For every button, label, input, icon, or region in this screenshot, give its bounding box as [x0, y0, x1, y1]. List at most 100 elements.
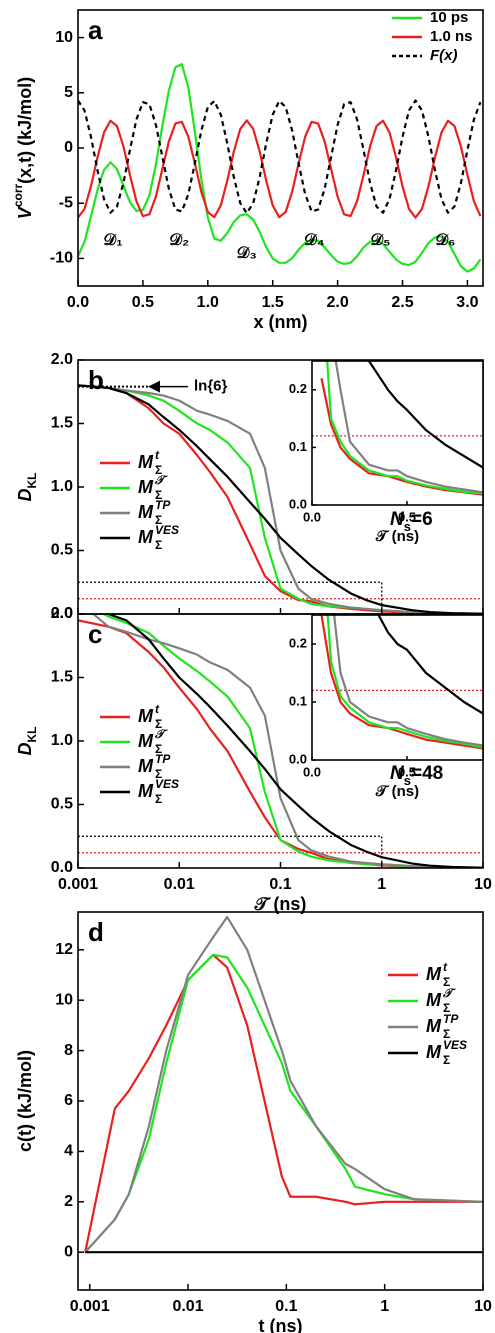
plot-area	[312, 361, 483, 496]
y-label-sub: KL	[25, 727, 39, 743]
legend-label-sub: Σ	[155, 538, 162, 552]
x-tick-label: 0.01	[172, 1298, 203, 1315]
x-tick-label: 1.0	[197, 294, 219, 311]
legend-label-sup: 𝒯	[442, 986, 456, 1000]
series-line	[84, 953, 483, 1253]
legend-label: M	[138, 706, 154, 726]
plot-area	[78, 614, 483, 868]
legend-label-sub: Σ	[155, 742, 162, 756]
series-line	[84, 953, 483, 1253]
y-tick-label: 0	[64, 1243, 73, 1260]
series-line	[91, 614, 483, 868]
y-tick-label: 0.0	[289, 496, 307, 511]
legend-label-sup: TP	[155, 498, 171, 512]
y-label-base: D	[15, 489, 35, 502]
x-tick-label: 10	[474, 876, 492, 893]
y-axis-label: Vcorr(x,t) (kJ/mol)	[11, 77, 35, 219]
series-line	[326, 361, 483, 495]
y-tick-label: 0	[64, 139, 73, 156]
y-axis-label: DKL	[15, 473, 39, 502]
legend-label: M	[138, 731, 154, 751]
panel-label: b	[88, 365, 104, 395]
legend-label-sup: VES	[155, 777, 179, 791]
legend-label: M	[426, 1016, 442, 1036]
ns-label: Ns=48	[390, 763, 443, 788]
series-line	[78, 384, 483, 614]
y-tick-label: 6	[64, 1092, 73, 1109]
state-label: 𝒟₅	[370, 232, 390, 249]
x-tick-label: 10	[474, 1298, 492, 1315]
y-tick-label: -5	[59, 194, 73, 211]
x-tick-label: 0.5	[398, 764, 416, 779]
y-tick-label: 2.0	[51, 605, 73, 622]
y-tick-label: 1.5	[51, 669, 73, 686]
plot-area	[84, 915, 483, 1254]
axes-frame	[77, 9, 484, 287]
y-tick-label: 0.0	[289, 751, 307, 766]
ns-sub: s	[404, 519, 411, 534]
x-tick-label: 0.5	[132, 294, 154, 311]
legend-label-sub: Σ	[443, 975, 450, 989]
legend-label: M	[138, 781, 154, 801]
series-line	[78, 99, 482, 215]
axes-frame	[77, 911, 484, 1291]
legend-label-sup: VES	[155, 523, 179, 537]
inset-background	[312, 615, 483, 760]
x-tick-label: 0.1	[275, 1298, 297, 1315]
y-label-base: V	[15, 205, 35, 219]
legend-label: M	[138, 477, 154, 497]
y-tick-label: 2.0	[51, 351, 73, 368]
y-label-base: D	[15, 743, 35, 756]
y-tick-label: 0.1	[289, 693, 307, 708]
x-tick-label: 1	[380, 1298, 389, 1315]
legend-label: M	[138, 527, 154, 547]
y-tick-label: 8	[64, 1042, 73, 1059]
x-tick-label: 1.5	[262, 294, 284, 311]
y-tick-label: 4	[64, 1143, 73, 1160]
x-axis-label: 𝒯 (ns)	[375, 783, 419, 800]
panel-label: d	[88, 917, 104, 947]
legend-label: M	[138, 756, 154, 776]
y-label-base: c(t) (kJ/mol)	[15, 1050, 35, 1152]
y-label-rest: (x,t) (kJ/mol)	[15, 77, 35, 184]
legend-label-sup: 𝒯	[154, 727, 168, 741]
legend-label: M	[138, 452, 154, 472]
y-tick-label: -10	[50, 250, 73, 267]
legend-label: M	[426, 1042, 442, 1062]
ns-label: Ns=6	[390, 509, 433, 534]
series-line	[367, 361, 483, 469]
y-tick-label: 0.0	[51, 605, 73, 622]
y-axis-label: c(t) (kJ/mol)	[15, 1050, 35, 1152]
ns-base: N	[390, 509, 405, 530]
y-tick-label: 0.5	[51, 542, 73, 559]
x-tick-label: 2.0	[326, 294, 348, 311]
legend-label-sup: VES	[443, 1038, 467, 1052]
x-tick-label: 2.5	[391, 294, 413, 311]
series-line	[78, 384, 483, 614]
threshold-box	[78, 581, 383, 614]
state-label: 𝒟₄	[304, 232, 324, 249]
y-tick-label: 0.1	[289, 439, 307, 454]
x-tick-label: 0.001	[70, 1298, 110, 1315]
x-tick-label: 0.0	[303, 764, 321, 779]
x-tick-label: 0.5	[398, 509, 416, 524]
x-tick-label: 0.001	[58, 876, 98, 893]
series-line	[320, 615, 483, 750]
series-line	[78, 62, 482, 273]
y-tick-label: 10	[55, 29, 73, 46]
y-tick-label: 2	[64, 1193, 73, 1210]
axes-frame	[311, 360, 484, 506]
legend-label-sup: t	[155, 702, 160, 716]
y-tick-label: 12	[55, 941, 73, 958]
y-label-sup: corr	[11, 183, 25, 207]
y-axis-label: DKL	[15, 727, 39, 756]
legend-label: 1.0 ns	[430, 28, 473, 45]
legend-label-sub: Σ	[155, 513, 162, 527]
x-tick-label: 0.0	[303, 509, 321, 524]
y-tick-label: 0.5	[51, 796, 73, 813]
y-tick-label: 0.2	[289, 381, 307, 396]
legend-label-sub: Σ	[155, 792, 162, 806]
legend-label: M	[426, 964, 442, 984]
state-label: 𝒟₁	[103, 232, 123, 249]
x-axis-label: 𝒯 (ns)	[254, 894, 307, 914]
